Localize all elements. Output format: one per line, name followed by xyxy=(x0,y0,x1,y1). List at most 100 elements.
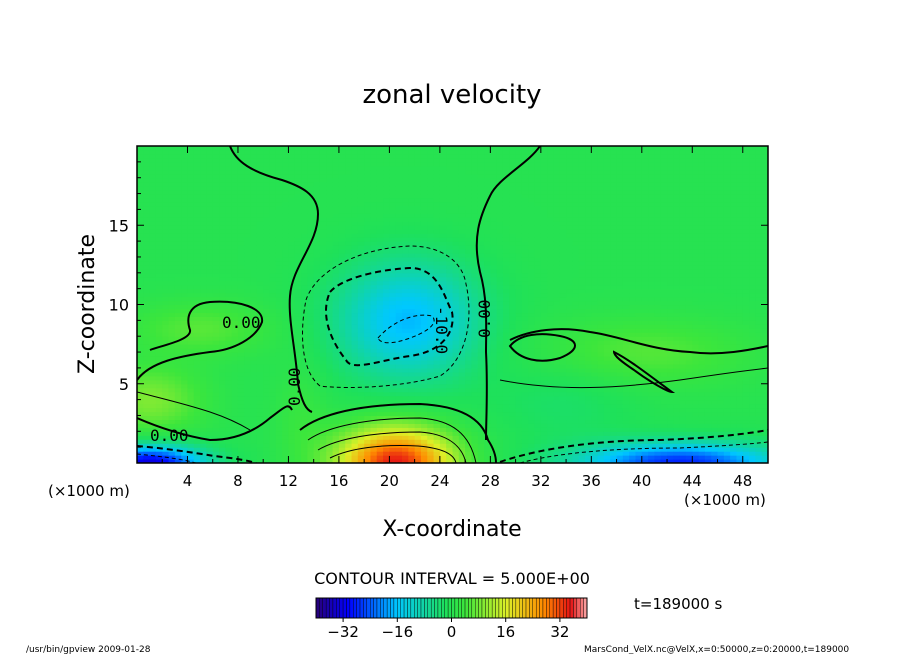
heatmap-cell xyxy=(490,340,498,345)
heatmap-cell xyxy=(212,423,220,428)
heatmap-cell xyxy=(288,423,296,428)
heatmap-cell xyxy=(408,264,416,270)
heatmap-cell xyxy=(155,423,163,428)
heatmap-cell xyxy=(256,209,264,214)
heatmap-cell xyxy=(433,375,441,381)
heatmap-cell xyxy=(174,280,182,286)
heatmap-cell xyxy=(433,169,441,175)
heatmap-cell xyxy=(364,185,372,191)
heatmap-cell xyxy=(357,455,365,460)
heatmap-cell xyxy=(219,304,226,310)
heatmap-cell xyxy=(181,399,189,405)
heatmap-cell xyxy=(357,336,365,341)
heatmap-cell xyxy=(174,233,182,238)
heatmap-cell xyxy=(193,185,201,191)
heatmap-cell xyxy=(521,280,529,286)
heatmap-cell xyxy=(477,328,485,333)
heatmap-cell xyxy=(389,423,397,428)
heatmap-cell xyxy=(490,260,498,266)
heatmap-cell xyxy=(389,348,397,353)
heatmap-cell xyxy=(181,189,189,195)
heatmap-cell xyxy=(225,443,233,448)
heatmap-cell xyxy=(301,217,308,222)
heatmap-cell xyxy=(244,383,252,389)
heatmap-cell xyxy=(408,340,416,345)
heatmap-cell xyxy=(137,288,144,294)
heatmap-cell xyxy=(307,352,315,357)
heatmap-cell xyxy=(370,328,378,333)
heatmap-cell xyxy=(370,245,378,250)
heatmap-cell xyxy=(269,300,277,306)
heatmap-cell xyxy=(282,359,290,365)
heatmap-cell xyxy=(174,189,182,195)
heatmap-cell xyxy=(275,427,283,432)
heatmap-cell xyxy=(465,280,473,286)
heatmap-cell xyxy=(490,209,498,214)
heatmap-cell xyxy=(496,249,504,254)
heatmap-cell xyxy=(484,288,491,294)
heatmap-cell xyxy=(200,320,208,325)
heatmap-cell xyxy=(521,245,529,250)
heatmap-cell xyxy=(502,391,510,397)
heatmap-cell xyxy=(263,411,271,417)
heatmap-cell xyxy=(389,459,397,463)
heatmap-cell xyxy=(521,264,529,270)
heatmap-cell xyxy=(414,252,422,258)
heatmap-cell xyxy=(212,157,220,163)
heatmap-cell xyxy=(181,260,189,266)
heatmap-cell xyxy=(452,237,460,242)
heatmap-cell xyxy=(420,181,428,187)
heatmap-cell xyxy=(477,383,485,389)
heatmap-cell xyxy=(496,403,504,409)
heatmap-cell xyxy=(370,312,378,317)
heatmap-cell xyxy=(364,229,372,234)
heatmap-cell xyxy=(137,447,144,452)
heatmap-cell xyxy=(319,332,327,337)
heatmap-cell xyxy=(193,256,201,262)
heatmap-cell xyxy=(137,395,144,401)
heatmap-cell xyxy=(452,439,460,444)
heatmap-cell xyxy=(307,157,315,163)
heatmap-cell xyxy=(307,181,315,187)
heatmap-cell xyxy=(174,201,182,207)
heatmap-cell xyxy=(408,375,416,381)
heatmap-cell xyxy=(155,435,163,440)
heatmap-cell xyxy=(269,181,277,187)
heatmap-cell xyxy=(471,272,479,278)
heatmap-cell xyxy=(364,352,372,357)
heatmap-cell xyxy=(212,288,220,294)
heatmap-cell xyxy=(143,316,151,321)
heatmap-cell xyxy=(408,308,416,314)
heatmap-cell xyxy=(206,359,214,365)
heatmap-cell xyxy=(181,443,189,448)
heatmap-cell xyxy=(338,348,346,353)
heatmap-cell xyxy=(364,260,372,266)
heatmap-cell xyxy=(509,391,517,397)
heatmap-cell xyxy=(313,304,321,310)
heatmap-cell xyxy=(484,312,491,317)
heatmap-cell xyxy=(376,241,384,246)
heatmap-cell xyxy=(338,201,346,207)
heatmap-cell xyxy=(168,213,176,218)
heatmap-cell xyxy=(149,260,157,266)
heatmap-cell xyxy=(193,241,201,246)
heatmap-cell xyxy=(389,181,397,187)
heatmap-cell xyxy=(162,328,170,333)
heatmap-cell xyxy=(345,272,353,278)
heatmap-cell xyxy=(275,359,283,365)
heatmap-cell xyxy=(149,324,157,329)
heatmap-cell xyxy=(212,225,220,230)
heatmap-cell xyxy=(452,173,460,179)
heatmap-cell xyxy=(383,292,390,298)
heatmap-cell xyxy=(521,312,529,317)
heatmap-cell xyxy=(269,292,277,298)
heatmap-cell xyxy=(515,209,523,214)
heatmap-cell xyxy=(345,375,353,381)
heatmap-cell xyxy=(155,443,163,448)
heatmap-cell xyxy=(206,435,214,440)
heatmap-cell xyxy=(326,391,334,397)
heatmap-cell xyxy=(162,213,170,218)
heatmap-cell xyxy=(181,272,189,278)
heatmap-cell xyxy=(465,459,473,463)
heatmap-cell xyxy=(282,415,290,421)
